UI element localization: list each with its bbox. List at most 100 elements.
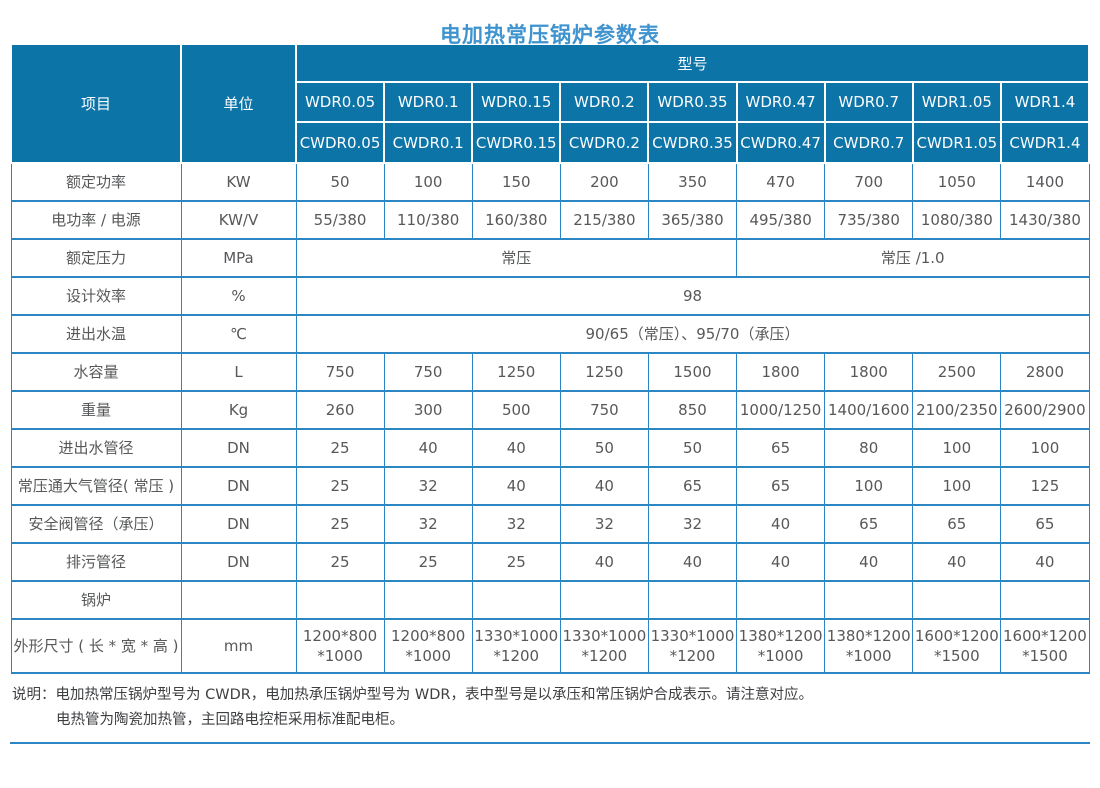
parameter-table-wrapper: 项目 单位 型号 WDR0.05 WDR0.1 WDR0.15 WDR0.2 WDR0.35 W… [10,43,1091,674]
value-cell: 1500 [647,352,738,392]
table-row: 水容量 L 750 750 1250 1250 1500 1800 1800 2500 2800 [10,352,1090,392]
value-cell: 125 [1000,466,1090,506]
value-cell: 25 [295,466,385,506]
row-label-cell: 安全阀管径（承压） [10,504,182,544]
table-row: 常压通大气管径( 常压 ) DN 25 32 40 40 65 65 100 100 125 [10,466,1090,506]
value-cell: 80 [824,428,914,468]
value-cell: 200 [559,162,649,202]
table-header-row: WDR0.05 WDR0.1 WDR0.15 WDR0.2 WDR0.35 WDR0.47… [11,81,1091,123]
value-cell: 40 [824,542,914,582]
model-name-cell: CWDR0.2 [559,121,650,164]
unit-cell: KW/V [180,200,297,240]
model-name-cell: CWDR1.4 [999,121,1091,164]
row-label-cell: 额定功率 [10,162,182,202]
table-row: 额定功率 KW 50 100 150 200 350 470 700 1050 1400 [10,162,1090,202]
row-label-cell: 锅炉 [10,580,182,620]
value-cell [383,580,473,620]
value-cell: 25 [471,542,561,582]
value-cell: 90/65（常压）、95/70（承压） [295,314,1090,354]
unit-cell: DN [180,504,297,544]
value-cell: 1000/1250 [736,390,826,430]
value-cell: 40 [647,542,738,582]
value-cell: 470 [736,162,826,202]
value-cell: 100 [383,162,473,202]
value-cell: 1330*1000 *1200 [471,618,561,674]
value-cell [736,580,826,620]
value-cell [471,580,561,620]
row-label-cell: 额定压力 [10,238,182,278]
model-name-cell: CWDR0.15 [471,121,562,164]
model-name-cell: WDR0.47 [735,81,826,123]
table-row: 设计效率% 98 [10,276,1090,316]
value-cell: 2100/2350 [912,390,1002,430]
value-cell [647,580,738,620]
table-body: 额定功率 KW 50 100 150 200 350 470 700 1050 1400 电功率 / … [10,162,1090,674]
model-name-cell: CWDR0.1 [383,121,474,164]
unit-cell: mm [180,618,297,674]
table-row: 外形尺寸 ( 长 * 宽 * 高 ) mm 1200*800 *1000 1200*8… [10,618,1090,674]
parameter-table: 项目 单位 型号 WDR0.05 WDR0.1 WDR0.15 WDR0.2 WDR0.35 W… [10,43,1091,674]
value-cell: 50 [295,162,385,202]
value-cell: 40 [1000,542,1090,582]
value-cell: 1400 [1000,162,1090,202]
value-cell: 1330*1000 *1200 [559,618,649,674]
header-cell-model-group: 型号 [295,43,1090,83]
header-cell-item: 项目 [10,43,182,164]
value-cell: 98 [295,276,1090,316]
model-name-cell: WDR0.15 [471,81,562,123]
table-row: 锅炉 [10,580,1090,620]
row-label-cell: 进出水管径 [10,428,182,468]
model-name-cell: CWDR0.7 [823,121,914,164]
value-cell: 495/380 [736,200,826,240]
value-cell: 50 [647,428,738,468]
value-cell: 850 [647,390,738,430]
value-cell: 1400/1600 [824,390,914,430]
unit-cell [180,580,297,620]
model-name-cell: WDR1.4 [999,81,1091,123]
note-text-1: 电加热常压锅炉型号为 CWDR，电加热承压锅炉型号为 WDR，表中型号是以承压和… [55,687,814,703]
model-name-cell: CWDR0.47 [735,121,826,164]
value-cell: 2500 [912,352,1002,392]
value-cell: 40 [736,504,826,544]
unit-cell: KW [180,162,297,202]
value-cell: 65 [736,466,826,506]
value-cell: 1050 [912,162,1002,202]
value-cell: 750 [295,352,385,392]
value-cell: 常压 /1.0 [736,238,1090,278]
unit-cell: DN [180,466,297,506]
value-cell: 1080/380 [912,200,1002,240]
row-label-cell: 常压通大气管径( 常压 ) [10,466,182,506]
unit-cell: DN [180,542,297,582]
value-cell: 1330*1000 *1200 [647,618,738,674]
model-name-cell: WDR0.05 [294,81,386,123]
unit-cell: MPa [180,238,297,278]
value-cell [295,580,385,620]
value-cell: 1250 [471,352,561,392]
model-name-cell: WDR0.2 [559,81,650,123]
table-row: 排污管径 DN 25 25 25 40 40 40 40 40 40 [10,542,1090,582]
value-cell: 65 [736,428,826,468]
note-line: 说明： 电加热常压锅炉型号为 CWDR，电加热承压锅炉型号为 WDR，表中型号是… [12,683,1088,708]
value-cell: 260 [295,390,385,430]
header-cell-unit: 单位 [180,43,297,164]
table-head: 项目 单位 型号 WDR0.05 WDR0.1 WDR0.15 WDR0.2 WDR0.35 W… [10,43,1091,164]
value-cell: 160/380 [471,200,561,240]
table-header-row: 项目 单位 型号 [10,43,1090,164]
value-cell [1000,580,1090,620]
value-cell: 40 [383,428,473,468]
value-cell: 1600*1200 *1500 [1000,618,1090,674]
value-cell: 32 [471,504,561,544]
table-row: 安全阀管径（承压） DN 25 32 32 32 32 40 65 65 65 [10,504,1090,544]
model-name-cell: WDR0.7 [823,81,914,123]
value-cell [824,580,914,620]
unit-cell: DN [180,428,297,468]
value-cell: 32 [383,504,473,544]
value-cell: 500 [471,390,561,430]
table-row: 进出水温 ℃ 90/65（常压）、95/70（承压） [10,314,1090,354]
value-cell: 1200*800 *1000 [295,618,385,674]
note-prefix: 说明： [12,687,56,703]
value-cell: 750 [559,390,649,430]
value-cell: 40 [736,542,826,582]
value-cell: 365/380 [647,200,738,240]
model-name-cell: CWDR0.05 [294,121,386,164]
